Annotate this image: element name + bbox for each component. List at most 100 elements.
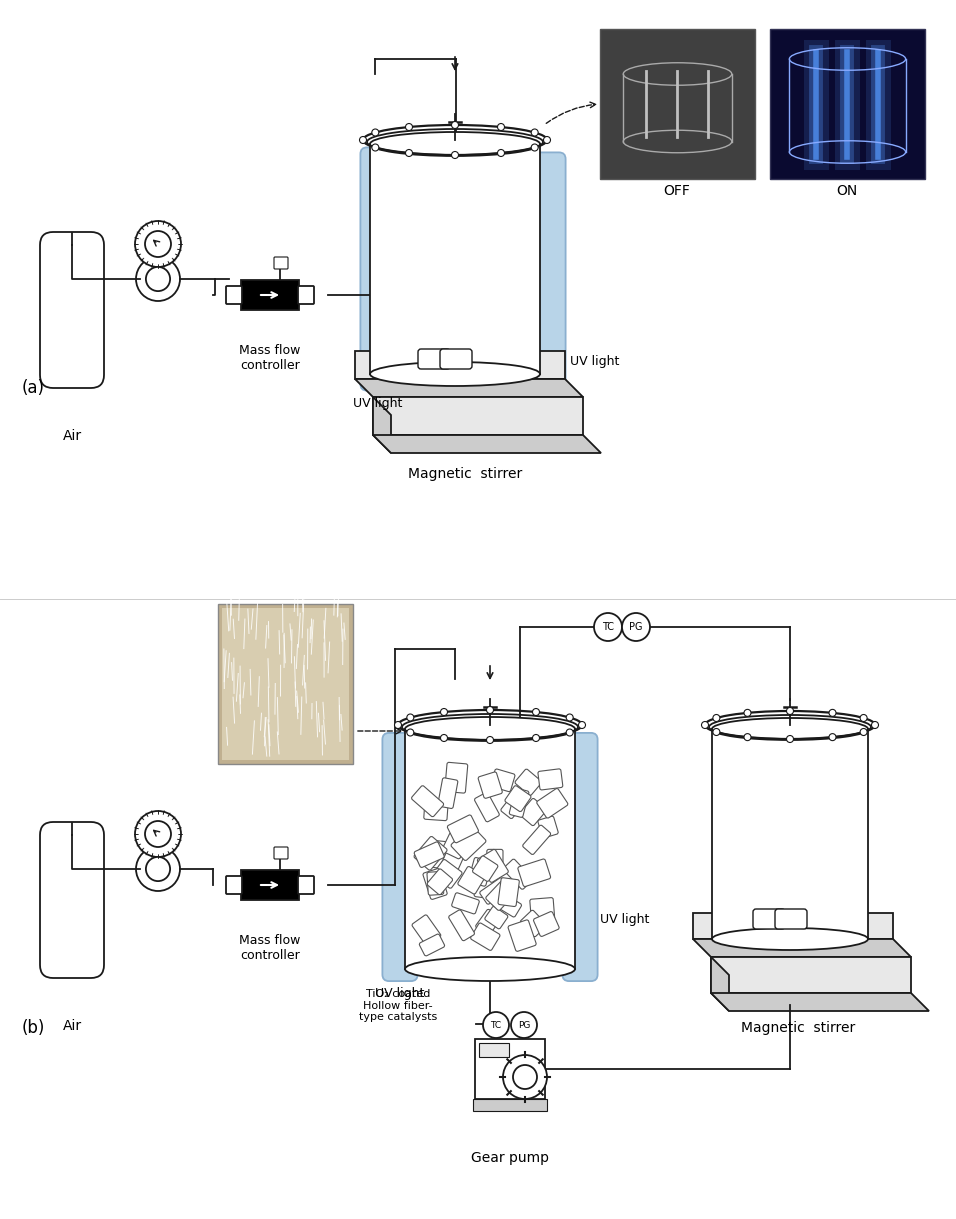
FancyBboxPatch shape — [440, 349, 472, 369]
Circle shape — [872, 722, 879, 729]
FancyBboxPatch shape — [503, 859, 532, 890]
Circle shape — [441, 708, 447, 716]
Polygon shape — [711, 993, 929, 1011]
Circle shape — [787, 707, 793, 714]
Bar — [241, 280, 299, 310]
FancyBboxPatch shape — [498, 878, 519, 907]
Circle shape — [532, 735, 539, 741]
FancyBboxPatch shape — [510, 789, 529, 817]
Text: Air: Air — [62, 429, 81, 442]
FancyBboxPatch shape — [298, 286, 314, 304]
Text: UV light: UV light — [600, 913, 649, 925]
Text: (a): (a) — [22, 379, 45, 397]
Circle shape — [146, 857, 170, 881]
FancyBboxPatch shape — [501, 794, 525, 819]
Bar — [711, 957, 911, 993]
FancyBboxPatch shape — [226, 876, 242, 894]
Bar — [712, 729, 868, 939]
Text: Magnetic  stirrer: Magnetic stirrer — [741, 1022, 855, 1035]
FancyBboxPatch shape — [445, 762, 467, 794]
Circle shape — [829, 734, 836, 741]
Bar — [479, 1043, 509, 1057]
FancyBboxPatch shape — [520, 911, 547, 936]
FancyBboxPatch shape — [508, 920, 536, 951]
FancyBboxPatch shape — [414, 842, 445, 868]
FancyBboxPatch shape — [433, 859, 462, 889]
Circle shape — [441, 735, 447, 741]
Bar — [693, 913, 893, 939]
Circle shape — [372, 129, 379, 137]
Circle shape — [405, 123, 412, 130]
FancyBboxPatch shape — [518, 859, 551, 886]
FancyBboxPatch shape — [474, 872, 494, 898]
FancyBboxPatch shape — [477, 850, 509, 883]
FancyBboxPatch shape — [533, 912, 559, 936]
FancyBboxPatch shape — [40, 822, 104, 978]
Bar — [370, 144, 540, 374]
FancyBboxPatch shape — [442, 833, 467, 859]
FancyBboxPatch shape — [412, 915, 441, 946]
Bar — [373, 397, 583, 435]
FancyBboxPatch shape — [432, 841, 454, 869]
Circle shape — [713, 714, 720, 722]
FancyBboxPatch shape — [414, 836, 447, 870]
Circle shape — [787, 735, 793, 742]
FancyBboxPatch shape — [523, 825, 551, 855]
FancyBboxPatch shape — [474, 792, 499, 822]
FancyBboxPatch shape — [424, 800, 448, 820]
FancyBboxPatch shape — [418, 349, 450, 369]
FancyBboxPatch shape — [40, 232, 104, 388]
Bar — [770, 29, 925, 179]
FancyBboxPatch shape — [515, 769, 542, 795]
Text: Gear pump: Gear pump — [471, 1151, 549, 1165]
Circle shape — [503, 1054, 547, 1100]
Bar — [475, 1039, 545, 1100]
Ellipse shape — [405, 717, 575, 741]
Circle shape — [135, 221, 181, 267]
Text: TC: TC — [602, 622, 614, 631]
Circle shape — [359, 137, 366, 144]
Bar — [355, 351, 565, 379]
Ellipse shape — [370, 362, 540, 386]
Text: TiO₂ coated
Hollow fiber-
type catalysts: TiO₂ coated Hollow fiber- type catalysts — [358, 989, 437, 1023]
Ellipse shape — [370, 132, 540, 156]
FancyBboxPatch shape — [298, 876, 314, 894]
Text: PG: PG — [518, 1020, 531, 1030]
Circle shape — [487, 736, 493, 744]
Circle shape — [145, 822, 171, 847]
Circle shape — [487, 707, 493, 713]
Bar — [241, 870, 299, 900]
FancyBboxPatch shape — [382, 733, 418, 981]
FancyBboxPatch shape — [530, 897, 554, 920]
FancyBboxPatch shape — [226, 286, 242, 304]
Circle shape — [407, 714, 414, 720]
Text: OFF: OFF — [663, 184, 690, 197]
Polygon shape — [373, 435, 601, 453]
Bar — [218, 603, 353, 764]
Circle shape — [136, 257, 180, 301]
FancyBboxPatch shape — [753, 909, 785, 929]
Circle shape — [136, 847, 180, 891]
FancyBboxPatch shape — [451, 892, 479, 914]
FancyBboxPatch shape — [451, 826, 486, 861]
Text: UV light: UV light — [570, 355, 619, 367]
FancyBboxPatch shape — [448, 909, 474, 941]
FancyBboxPatch shape — [420, 934, 445, 956]
Ellipse shape — [405, 957, 575, 981]
Circle shape — [395, 722, 402, 729]
FancyBboxPatch shape — [486, 881, 514, 911]
FancyBboxPatch shape — [360, 147, 396, 390]
Bar — [473, 1100, 547, 1111]
FancyBboxPatch shape — [447, 816, 479, 842]
Text: Mass flow
controller: Mass flow controller — [239, 344, 301, 372]
FancyBboxPatch shape — [411, 786, 444, 817]
FancyBboxPatch shape — [520, 798, 547, 825]
Text: UV light: UV light — [376, 987, 424, 1000]
FancyBboxPatch shape — [478, 772, 502, 798]
FancyBboxPatch shape — [487, 850, 503, 868]
Circle shape — [702, 722, 708, 729]
Text: Magnetic  stirrer: Magnetic stirrer — [408, 467, 522, 482]
Circle shape — [405, 150, 412, 156]
Ellipse shape — [712, 928, 868, 950]
FancyBboxPatch shape — [476, 909, 501, 936]
